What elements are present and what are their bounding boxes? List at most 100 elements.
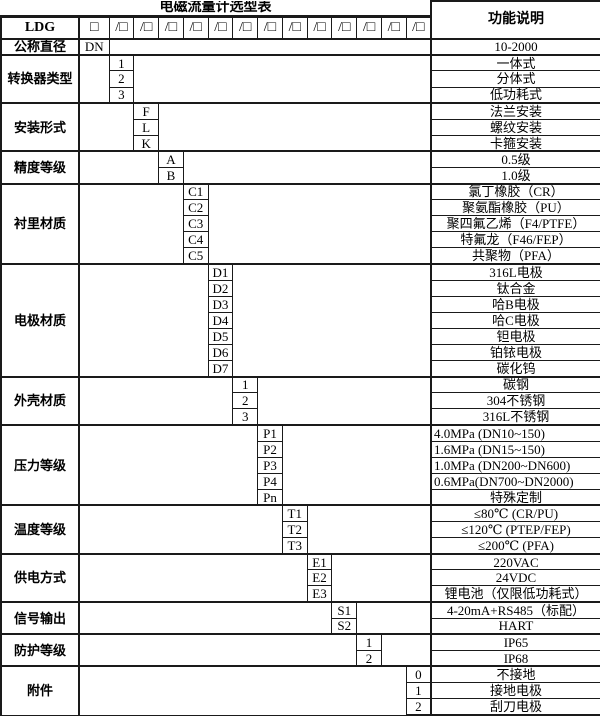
option-code-cell: T2 xyxy=(281,521,308,539)
option-desc-cell: 聚四氟乙烯（F4/PTFE） xyxy=(429,215,600,233)
option-desc-cell: 卡箍安装 xyxy=(429,134,600,152)
group-label: 压力等级 xyxy=(0,423,80,506)
spacer-cell xyxy=(207,182,432,265)
option-code-cell: K xyxy=(133,134,160,152)
option-code-cell: C4 xyxy=(182,231,209,249)
option-desc-cell: 氯丁橡胶（CR） xyxy=(429,182,600,201)
option-desc-cell: 不接地 xyxy=(429,665,600,683)
option-code-cell: 1 xyxy=(108,53,135,72)
option-code-cell: 0 xyxy=(405,665,432,683)
option-code-cell: 2 xyxy=(108,70,135,88)
option-desc-cell: 4-20mA+RS485（标配） xyxy=(429,600,600,619)
table-row: 温度等级 T1 ≤80℃ (CR/PU) xyxy=(0,504,600,555)
option-desc-cell: 法兰安装 xyxy=(429,102,600,120)
option-code-cell: DN xyxy=(78,37,110,56)
option-desc-cell: 分体式 xyxy=(429,70,600,88)
option-desc-cell: HART xyxy=(429,617,600,635)
spacer-cell xyxy=(78,665,407,716)
table-row: T3 ≤200℃ (PFA) xyxy=(1,537,600,555)
model-box-slash: /□ xyxy=(108,16,135,40)
option-code-cell: P3 xyxy=(257,456,283,474)
option-desc-cell: 304不锈钢 xyxy=(429,392,600,410)
table-row: 精度等级 A 0.5级 xyxy=(0,150,600,185)
option-desc-cell: 碳钢 xyxy=(429,375,600,394)
spacer-cell xyxy=(78,504,283,555)
spacer-cell xyxy=(78,182,184,265)
option-desc-cell: 1.6MPa (DN15~150) xyxy=(429,440,600,458)
group-label: 转换器类型 xyxy=(0,53,80,104)
group-label: 附件 xyxy=(0,665,80,716)
option-code-cell: E2 xyxy=(306,569,333,587)
spacer-cell xyxy=(281,423,432,506)
group-label: 外壳材质 xyxy=(0,375,80,426)
title-row: 电磁流量计选型表 功能说明 xyxy=(1,0,600,40)
option-code-cell: P4 xyxy=(257,472,283,490)
option-desc-cell: 钛合金 xyxy=(429,279,600,297)
option-desc-cell: 316L电极 xyxy=(429,263,600,281)
option-desc-cell: 0.5级 xyxy=(429,150,600,168)
option-desc-cell: 1.0级 xyxy=(429,166,600,185)
option-code-cell: C1 xyxy=(182,182,209,201)
page-title: 电磁流量计选型表 xyxy=(1,1,431,19)
option-code-cell: D2 xyxy=(207,279,234,297)
model-box-slash: /□ xyxy=(232,16,259,40)
spacer-cell xyxy=(380,633,432,667)
option-desc-cell: 螺纹安装 xyxy=(429,118,600,136)
option-code-cell: C3 xyxy=(182,215,209,233)
model-box-slash: /□ xyxy=(356,16,382,40)
option-code-cell: 2 xyxy=(356,649,382,667)
spacer-cell xyxy=(158,102,432,152)
option-desc-cell: 铂铱电极 xyxy=(429,343,600,362)
group-label: 电极材质 xyxy=(0,263,80,378)
option-code-cell: 2 xyxy=(232,392,259,410)
option-code-cell: F xyxy=(133,102,160,120)
spacer-cell xyxy=(133,53,432,104)
table-row: 压力等级 P1 4.0MPa (DN10~150) xyxy=(0,423,600,506)
option-code-cell: C2 xyxy=(182,199,209,217)
option-code-cell: D4 xyxy=(207,311,234,329)
spacer-cell xyxy=(78,150,160,185)
option-code-cell: A xyxy=(158,150,184,168)
option-desc-cell: 316L不锈钢 xyxy=(429,408,600,426)
option-code-cell: 1 xyxy=(232,375,259,394)
spacer-cell xyxy=(331,552,432,603)
option-code-cell: S1 xyxy=(331,600,358,619)
spacer-cell xyxy=(78,53,110,104)
option-desc-cell: ≤200℃ (PFA) xyxy=(429,537,600,555)
option-desc-cell: 哈C电极 xyxy=(429,311,600,329)
table-row: 2 IP68 xyxy=(1,649,600,667)
table-row: D6 铂铱电极 xyxy=(1,343,600,362)
model-box-base: □ xyxy=(78,16,110,40)
table-row: 信号输出 S1 4-20mA+RS485（标配） xyxy=(0,600,600,635)
group-label: 信号输出 xyxy=(0,600,80,635)
option-code-cell: Pn xyxy=(257,488,283,506)
group-label: 安装形式 xyxy=(0,102,80,152)
option-code-cell: D5 xyxy=(207,327,234,346)
table-row: 供电方式 E1 220VAC xyxy=(0,552,600,603)
spacer-cell xyxy=(356,600,432,635)
option-code-cell: E1 xyxy=(306,552,333,571)
table-row: 3 低功耗式 xyxy=(1,86,600,104)
option-desc-cell: 一体式 xyxy=(429,53,600,72)
table-row: 公称直径 DN 10-2000 xyxy=(0,37,600,56)
option-desc-cell: 1.0MPa (DN200~DN600) xyxy=(429,456,600,474)
option-desc-cell: 低功耗式 xyxy=(429,86,600,104)
table-row: 电极材质 D1 316L电极 xyxy=(0,263,600,378)
model-box-slash: /□ xyxy=(306,16,333,40)
spacer-cell xyxy=(78,423,259,506)
model-box-slash: /□ xyxy=(380,16,407,40)
option-desc-cell: 220VAC xyxy=(429,552,600,571)
table-row: 外壳材质 1 碳钢 xyxy=(0,375,600,426)
model-box-slash: /□ xyxy=(331,16,358,40)
option-code-cell: B xyxy=(158,166,184,185)
option-code-cell: 1 xyxy=(405,681,432,700)
model-box-slash: /□ xyxy=(257,16,283,40)
spacer-cell xyxy=(257,375,432,426)
option-desc-cell: ≤120℃ (PTEP/FEP) xyxy=(429,521,600,539)
spacer-cell xyxy=(78,552,308,603)
option-desc-cell: 共聚物（PFA） xyxy=(429,247,600,265)
desc-column-header: 功能说明 xyxy=(429,0,600,40)
spacer-cell xyxy=(232,263,432,378)
option-desc-cell: IP65 xyxy=(429,633,600,651)
